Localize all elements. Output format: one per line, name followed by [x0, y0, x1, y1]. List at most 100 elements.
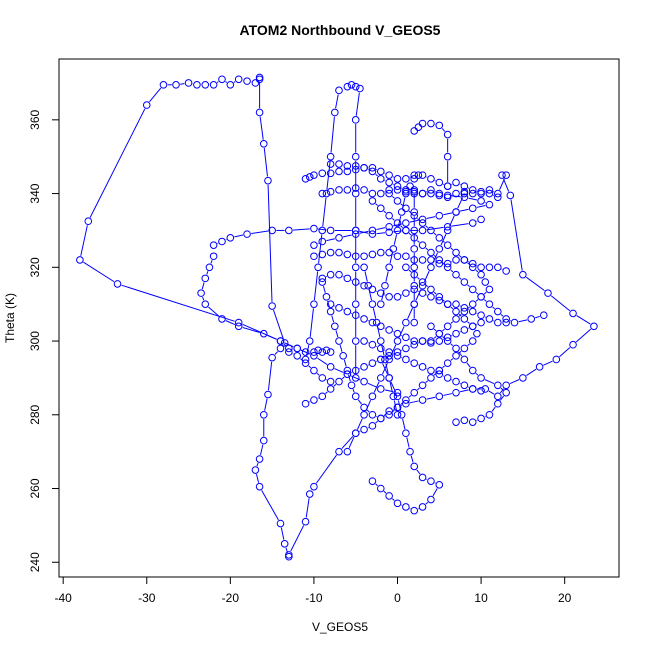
series-19 [427, 322, 510, 426]
data-point [368, 163, 377, 172]
series-26 [402, 263, 481, 375]
series-line-segment [300, 349, 311, 355]
data-point [234, 75, 243, 84]
series-line-segment [407, 307, 413, 319]
series-line-segment [260, 444, 264, 456]
series-line-segment [503, 178, 510, 192]
data-point [393, 186, 402, 194]
data-point [389, 245, 398, 253]
data-point [410, 300, 419, 308]
series-line-segment [402, 418, 406, 430]
data-point [301, 399, 310, 408]
data-point [477, 414, 485, 423]
data-point [360, 186, 368, 194]
data-point [402, 189, 410, 198]
data-point [376, 167, 385, 176]
series-line-segment [409, 400, 419, 404]
series-line-segment [255, 474, 260, 483]
data-point [218, 315, 226, 323]
data-point [443, 333, 452, 342]
data-point [418, 215, 427, 224]
data-point [460, 189, 469, 198]
data-point [402, 344, 410, 353]
series-line-segment [510, 199, 523, 271]
data-point [280, 540, 289, 548]
data-point [360, 252, 368, 261]
data-point [494, 318, 502, 327]
data-point [477, 187, 485, 196]
data-point [477, 311, 485, 320]
series-line-segment [381, 345, 385, 356]
y-tick-label: 320 [28, 257, 42, 277]
data-point [376, 248, 385, 257]
data-point [443, 130, 452, 139]
series-line-segment [410, 455, 414, 463]
data-point [385, 492, 393, 500]
data-point [268, 353, 276, 362]
data-point [322, 293, 331, 301]
data-point [435, 392, 444, 401]
data-point [402, 429, 410, 438]
x-tick-label: -10 [305, 591, 323, 605]
series-line-segment [425, 225, 429, 229]
series-line-segment [458, 350, 462, 354]
series-line-segment [450, 343, 454, 347]
data-point [552, 355, 561, 364]
data-point [460, 304, 469, 312]
series-line-segment [483, 291, 487, 295]
series-line-segment [322, 197, 327, 227]
data-point [326, 307, 335, 316]
data-point [376, 414, 385, 423]
data-point [427, 293, 435, 301]
data-point [318, 169, 327, 178]
data-point [427, 248, 435, 257]
series-line-segment [450, 269, 454, 273]
data-point [460, 315, 469, 323]
data-point [234, 318, 243, 327]
series-28 [310, 346, 335, 356]
data-point [418, 189, 427, 198]
data-point [427, 263, 435, 272]
series-line-segment [330, 116, 335, 153]
series-line-segment [450, 247, 454, 251]
data-point [343, 82, 352, 91]
data-point [368, 392, 377, 401]
series-17 [368, 355, 444, 515]
data-point [301, 355, 310, 364]
series-line-segment [433, 336, 437, 339]
series-line-segment [306, 345, 310, 356]
data-point [343, 307, 352, 316]
data-point [393, 403, 402, 412]
data-point [264, 390, 272, 399]
data-point [468, 263, 477, 272]
data-point [351, 311, 360, 320]
data-point [360, 425, 368, 434]
data-point [226, 234, 235, 242]
series-line-segment [442, 336, 445, 339]
data-point [385, 374, 393, 382]
y-tick-label: 280 [28, 404, 42, 424]
data-point [443, 259, 452, 268]
data-point [393, 252, 402, 261]
series-line-segment [475, 269, 479, 273]
series-line-segment [492, 306, 495, 310]
data-point [255, 482, 264, 491]
series-line-segment [443, 212, 453, 216]
series-line-segment [284, 342, 294, 348]
data-point [351, 152, 360, 161]
series-line-segment [313, 271, 319, 301]
series-line-segment [352, 389, 355, 393]
data-point [393, 182, 402, 190]
data-point [218, 75, 226, 84]
series-line-segment [383, 210, 387, 214]
data-point [477, 270, 485, 279]
data-point [485, 410, 494, 419]
data-point [443, 374, 452, 382]
data-point [310, 348, 318, 356]
series-line-segment [559, 347, 571, 358]
series-line-segment [458, 313, 462, 317]
data-point [452, 329, 460, 338]
series-line-segment [201, 282, 205, 290]
series-line-segment [442, 240, 445, 243]
x-tick-label: -30 [138, 591, 156, 605]
